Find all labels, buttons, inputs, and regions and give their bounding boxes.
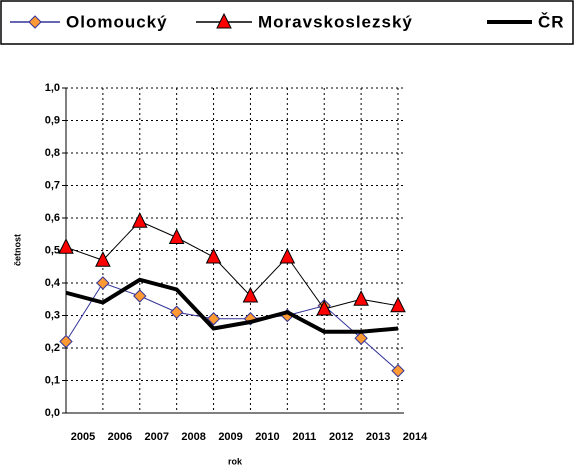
y-tick-label: 0,1 [45, 374, 60, 386]
x-tick-label: 2009 [218, 431, 242, 443]
data-point [205, 247, 222, 264]
y-tick-label: 0,5 [45, 244, 60, 256]
legend-marker [28, 15, 42, 29]
data-point [133, 289, 147, 303]
data-point [59, 334, 73, 349]
x-tick-label: 2013 [366, 431, 390, 443]
data-point [242, 286, 259, 303]
legend-label: Olomoucký [66, 12, 168, 31]
legend-label: Moravskoslezský [258, 12, 413, 31]
data-point [169, 305, 184, 319]
data-point [168, 228, 185, 244]
y-tick-label: 0,8 [45, 147, 60, 159]
data-point [391, 364, 405, 378]
data-point [354, 331, 368, 345]
x-tick-label: 2007 [145, 431, 169, 443]
data-point [96, 276, 110, 290]
data-point [95, 251, 111, 267]
data-point [58, 238, 74, 254]
legend: Olomoucký Moravskoslezský ČR [10, 12, 565, 31]
y-tick-label: 0,3 [45, 309, 60, 321]
x-tick-label: 2006 [108, 431, 132, 443]
legend-box [0, 0, 574, 45]
y-tick-label: 0,4 [45, 277, 61, 289]
data-point [390, 296, 406, 313]
x-tick-label: 2010 [255, 431, 279, 443]
data-point [279, 247, 296, 264]
y-tick-label: 0,9 [45, 114, 60, 126]
x-tick-label: 2008 [181, 431, 205, 443]
data-point [316, 299, 333, 316]
data-point [353, 290, 369, 306]
y-tick-label: 0,2 [45, 342, 60, 354]
y-axis-label: četnost [12, 234, 22, 266]
y-tick-label: 0,7 [45, 179, 60, 191]
y-tick-label: 0,6 [45, 212, 60, 224]
series-line [65, 220, 399, 310]
y-tick-label: 0,0 [45, 407, 60, 419]
x-tick-label: 2011 [292, 431, 316, 443]
legend-label: ČR [538, 12, 565, 31]
x-tick-label: 2014 [403, 431, 428, 443]
legend-marker [216, 12, 232, 29]
x-tick-label: 2005 [71, 431, 95, 443]
x-tick-label: 2012 [329, 431, 353, 443]
data-point [131, 212, 148, 228]
series-line [65, 277, 399, 334]
x-axis-label: rok [228, 456, 243, 466]
data-point [206, 312, 221, 326]
y-tick-label: 1,0 [45, 82, 60, 94]
